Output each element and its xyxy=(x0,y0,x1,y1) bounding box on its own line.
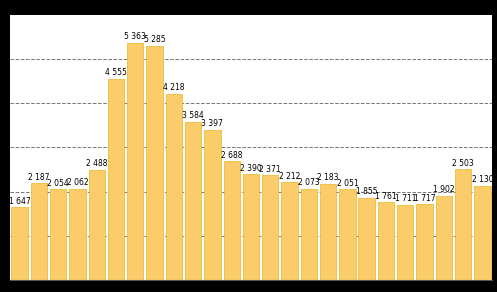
Text: 1 717: 1 717 xyxy=(414,194,435,203)
Bar xyxy=(88,170,105,280)
Text: 2 130: 2 130 xyxy=(472,175,493,184)
Text: 2 371: 2 371 xyxy=(259,165,281,173)
Bar xyxy=(108,79,124,280)
Bar xyxy=(166,93,182,280)
Text: 1 855: 1 855 xyxy=(356,187,378,197)
Text: 5 363: 5 363 xyxy=(124,32,146,41)
Text: 2 212: 2 212 xyxy=(279,172,300,180)
Bar xyxy=(31,183,47,280)
Bar xyxy=(320,184,336,280)
Bar xyxy=(474,186,491,280)
Text: 2 051: 2 051 xyxy=(336,179,358,188)
Bar xyxy=(185,121,201,280)
Bar xyxy=(397,204,414,280)
Bar xyxy=(224,161,240,280)
Text: 4 555: 4 555 xyxy=(105,68,127,77)
Text: 2 073: 2 073 xyxy=(298,178,320,187)
Text: 1 761: 1 761 xyxy=(375,192,397,201)
Text: 2 062: 2 062 xyxy=(67,178,88,187)
Bar xyxy=(11,207,28,280)
Text: 1 902: 1 902 xyxy=(433,185,455,194)
Text: 2 488: 2 488 xyxy=(86,159,107,168)
Text: 3 397: 3 397 xyxy=(201,119,223,128)
Text: 3 584: 3 584 xyxy=(182,111,204,120)
Bar xyxy=(378,202,394,280)
Text: 5 285: 5 285 xyxy=(144,36,166,44)
Text: 2 390: 2 390 xyxy=(240,164,262,173)
Text: 2 054: 2 054 xyxy=(47,179,69,187)
Text: 2 503: 2 503 xyxy=(452,159,474,168)
Bar xyxy=(69,189,85,280)
Text: 2 688: 2 688 xyxy=(221,150,243,159)
Bar xyxy=(50,189,66,280)
Text: 2 187: 2 187 xyxy=(28,173,50,182)
Bar xyxy=(455,169,471,280)
Bar xyxy=(301,189,317,280)
Bar xyxy=(436,196,452,280)
Text: 1 711: 1 711 xyxy=(395,194,416,203)
Text: 1 647: 1 647 xyxy=(9,197,30,206)
Bar xyxy=(127,43,144,280)
Text: 4 218: 4 218 xyxy=(163,83,184,92)
Bar xyxy=(358,198,375,280)
Bar xyxy=(281,182,298,280)
Bar xyxy=(339,190,355,280)
Text: 2 183: 2 183 xyxy=(318,173,339,182)
Bar xyxy=(204,130,221,280)
Bar xyxy=(262,175,278,280)
Bar xyxy=(147,46,163,280)
Bar xyxy=(416,204,433,280)
Bar xyxy=(243,175,259,280)
